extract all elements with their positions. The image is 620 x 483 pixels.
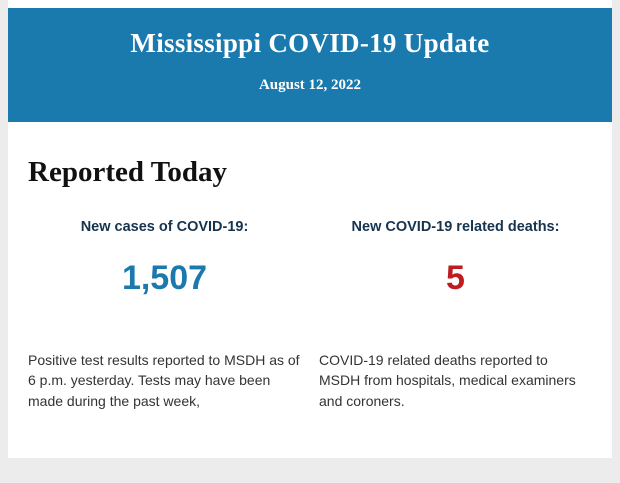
- email-body: Mississippi COVID-19 Update August 12, 2…: [8, 0, 612, 458]
- section-title: Reported Today: [28, 156, 228, 188]
- new-cases-description: Positive test results reported to MSDH a…: [28, 352, 300, 409]
- header-date: August 12, 2022: [258, 77, 362, 93]
- new-deaths-value: 5: [446, 259, 465, 297]
- new-deaths-label: New COVID-19 related deaths:: [351, 219, 560, 235]
- page-title: Mississippi COVID-19 Update: [130, 28, 490, 58]
- new-cases-label: New cases of COVID-19:: [80, 219, 249, 235]
- stat-new-cases: New cases of COVID-19: 1,507: [28, 219, 301, 298]
- stat-new-deaths: New COVID-19 related deaths: 5: [319, 219, 592, 298]
- stats-row: New cases of COVID-19: 1,507 New COVID-1…: [8, 219, 612, 298]
- new-deaths-description: COVID-19 related deaths reported to MSDH…: [319, 352, 576, 409]
- new-cases-value: 1,507: [121, 259, 208, 297]
- header-banner: Mississippi COVID-19 Update August 12, 2…: [8, 8, 612, 122]
- descriptions-row: Positive test results reported to MSDH a…: [8, 350, 612, 411]
